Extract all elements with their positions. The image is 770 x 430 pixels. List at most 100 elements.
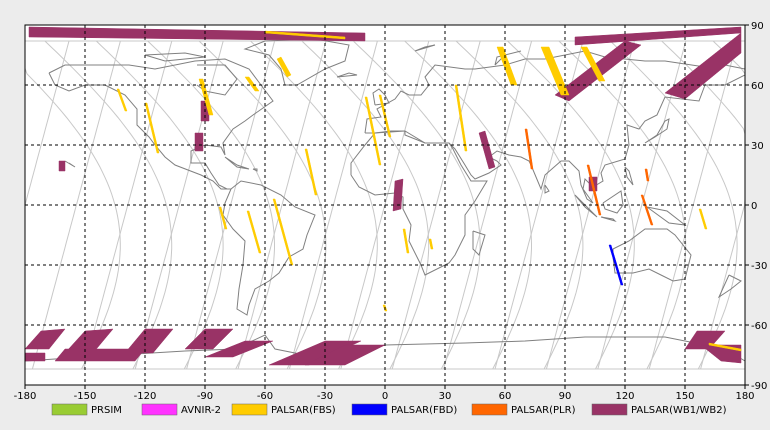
y-tick-label: 60 [751, 81, 764, 92]
swath [184, 328, 234, 350]
swath [698, 208, 708, 230]
y-tick-label: 90 [751, 21, 764, 32]
legend-swatch [141, 403, 178, 416]
orbit-track [391, 40, 481, 370]
legend-swatch [471, 403, 508, 416]
x-tick-label: 180 [735, 391, 754, 402]
swath [428, 238, 434, 250]
orbit-track [609, 40, 738, 370]
grid-lines [25, 25, 745, 385]
swath [116, 88, 128, 112]
swath [58, 160, 66, 172]
y-tick-label: 0 [751, 201, 757, 212]
swath [194, 132, 204, 152]
coastline [624, 166, 634, 186]
swath [144, 102, 160, 154]
x-tick-label: -30 [317, 391, 333, 402]
y-tick-label: 30 [751, 141, 764, 152]
swath [272, 198, 294, 266]
swath [540, 46, 570, 96]
orbit-track [597, 40, 687, 370]
coastline [600, 216, 617, 223]
swath [708, 342, 742, 352]
legend-label: AVNIR-2 [181, 405, 221, 416]
swath [640, 194, 654, 226]
x-axis-ticks: -180 -150 -120 -90 -60 -30 0 30 60 90 120 150 180 [14, 385, 755, 402]
swath [304, 148, 318, 196]
swath [454, 84, 468, 152]
coastline [224, 156, 250, 170]
legend-label: PALSAR(WB1/WB2) [631, 405, 727, 416]
swath [478, 130, 496, 170]
y-tick-label: -90 [751, 381, 767, 392]
coastline [252, 168, 258, 172]
coastline [64, 160, 76, 168]
coastline [574, 194, 598, 218]
swath [24, 328, 66, 350]
legend-label: PALSAR(FBS) [271, 405, 336, 416]
orbit-track [44, 40, 173, 370]
legend-swatch [231, 403, 268, 416]
swath [586, 164, 602, 216]
swath [364, 96, 382, 166]
orbit-track [31, 40, 121, 370]
coastline [372, 88, 390, 106]
coastline [472, 230, 486, 256]
swath [218, 206, 228, 230]
x-tick-label: 150 [675, 391, 694, 402]
y-tick-label: -60 [751, 321, 767, 332]
swath [28, 26, 366, 42]
x-tick-label: -60 [257, 391, 273, 402]
coastline [350, 130, 488, 276]
coastline [222, 180, 316, 316]
swath [392, 178, 404, 212]
coastline [644, 118, 670, 144]
swath [402, 228, 410, 254]
x-tick-label: 120 [615, 391, 634, 402]
x-tick-label: 90 [559, 391, 572, 402]
coastlines [24, 38, 746, 362]
y-axis-ticks: 90 60 30 0 -30 -60 -90 [745, 21, 767, 392]
orbit-track [147, 40, 275, 370]
x-tick-label: 0 [382, 391, 388, 402]
coastline [717, 274, 742, 299]
coastline [364, 50, 746, 204]
swath [246, 210, 262, 254]
x-tick-label: -120 [134, 391, 157, 402]
coastline [544, 184, 550, 194]
legend: PRSIM AVNIR-2 PALSAR(FBS) PALSAR(FBD) PALSAR… [51, 403, 727, 416]
swath [198, 78, 214, 116]
legend-label: PALSAR(PLR) [511, 405, 576, 416]
swath [54, 348, 146, 362]
x-tick-label: 30 [439, 391, 452, 402]
swath [700, 344, 742, 364]
orbit-track [352, 40, 481, 370]
y-tick-label: -30 [751, 261, 767, 272]
x-tick-label: -150 [74, 391, 97, 402]
orbit-track [237, 40, 327, 370]
orbit-track [404, 40, 532, 370]
swath [276, 56, 292, 78]
swath [524, 128, 534, 170]
swath [124, 328, 174, 354]
coastline [602, 190, 624, 214]
swath [304, 344, 386, 366]
observation-swaths [24, 26, 742, 366]
swath [24, 352, 46, 362]
coastline [612, 228, 692, 282]
x-tick-label: -90 [197, 391, 213, 402]
swath [644, 168, 650, 182]
legend-label: PALSAR(FBD) [391, 405, 457, 416]
legend-swatch [351, 403, 388, 416]
swath [204, 340, 274, 358]
legend-swatch [591, 403, 628, 416]
coastline [336, 72, 358, 78]
coastline [414, 44, 436, 52]
orbit-track [134, 40, 224, 370]
legend-label: PRSIM [91, 405, 122, 416]
swath [580, 46, 606, 82]
legend-swatch [51, 403, 88, 416]
x-tick-label: -180 [14, 391, 37, 402]
x-tick-label: 60 [499, 391, 512, 402]
